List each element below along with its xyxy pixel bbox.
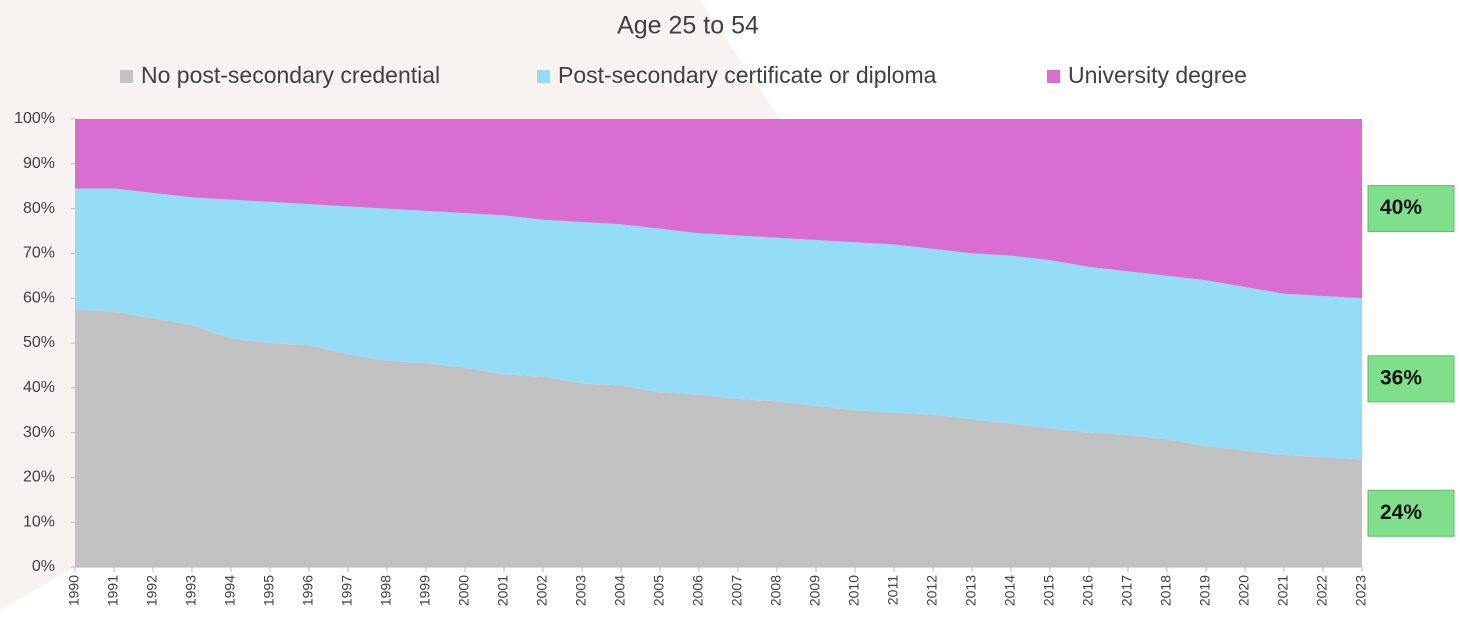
x-tick-label: 2023 <box>1353 575 1369 606</box>
y-tick-label: 60% <box>23 289 55 306</box>
legend-swatch <box>537 70 550 83</box>
y-tick-label: 10% <box>23 513 55 530</box>
x-tick-label: 1998 <box>378 575 394 606</box>
x-tick-label: 1995 <box>261 575 277 606</box>
x-tick-label: 2003 <box>573 575 589 606</box>
y-tick-label: 0% <box>32 558 55 575</box>
y-tick-label: 40% <box>23 379 55 396</box>
legend-swatch <box>1047 70 1060 83</box>
legend-swatch <box>120 70 133 83</box>
y-tick-label: 70% <box>23 245 55 262</box>
legend-label: Post-secondary certificate or diploma <box>558 62 937 88</box>
x-tick-label: 2020 <box>1236 575 1252 606</box>
area <box>75 119 1362 299</box>
x-tick-label: 2018 <box>1158 575 1174 606</box>
chart-title: Age 25 to 54 <box>617 12 759 40</box>
x-tick-label: 2011 <box>885 575 901 605</box>
x-tick-label: 2008 <box>768 575 784 606</box>
y-tick-label: 100% <box>14 110 55 127</box>
x-tick-label: 2010 <box>846 575 862 606</box>
x-tick-label: 2022 <box>1314 575 1330 606</box>
x-tick-label: 2007 <box>729 575 745 606</box>
y-tick-label: 20% <box>23 469 55 486</box>
x-tick-label: 2014 <box>1002 575 1018 606</box>
x-tick-label: 2021 <box>1275 575 1291 606</box>
x-tick-label: 2001 <box>495 575 511 606</box>
area <box>75 188 1362 460</box>
x-tick-label: 1992 <box>144 575 160 606</box>
x-tick-label: 2015 <box>1041 575 1057 606</box>
x-tick-label: 1996 <box>300 575 316 606</box>
x-tick-label: 2012 <box>924 575 940 606</box>
x-tick-label: 1991 <box>105 575 121 606</box>
area <box>75 309 1362 567</box>
value-label-box <box>1367 185 1455 233</box>
x-tick-label: 1990 <box>66 575 82 606</box>
x-tick-label: 1999 <box>417 575 433 606</box>
x-tick-label: 2005 <box>651 575 667 606</box>
x-tick-label: 2019 <box>1197 575 1213 606</box>
x-tick-label: 2004 <box>612 575 628 606</box>
value-label-box <box>1367 489 1455 537</box>
x-tick-label: 2009 <box>807 575 823 606</box>
x-tick-label: 2013 <box>963 575 979 606</box>
y-tick-label: 90% <box>23 155 55 172</box>
value-label: 24% <box>1380 501 1422 524</box>
legend-label: No post-secondary credential <box>141 62 440 88</box>
y-tick-label: 30% <box>23 424 55 441</box>
x-tick-label: 1993 <box>183 575 199 606</box>
y-tick-label: 50% <box>23 334 55 351</box>
x-tick-label: 1994 <box>222 575 238 606</box>
x-tick-label: 2016 <box>1080 575 1096 606</box>
x-tick-label: 2000 <box>456 575 472 606</box>
legend-label: University degree <box>1068 62 1247 88</box>
value-label-box <box>1367 355 1455 403</box>
y-tick-label: 80% <box>23 200 55 217</box>
x-tick-label: 2006 <box>690 575 706 606</box>
x-tick-label: 2002 <box>534 575 550 606</box>
x-tick-label: 1997 <box>339 575 355 606</box>
value-label: 40% <box>1380 196 1422 219</box>
value-label: 36% <box>1380 366 1422 389</box>
x-tick-label: 2017 <box>1119 575 1135 606</box>
